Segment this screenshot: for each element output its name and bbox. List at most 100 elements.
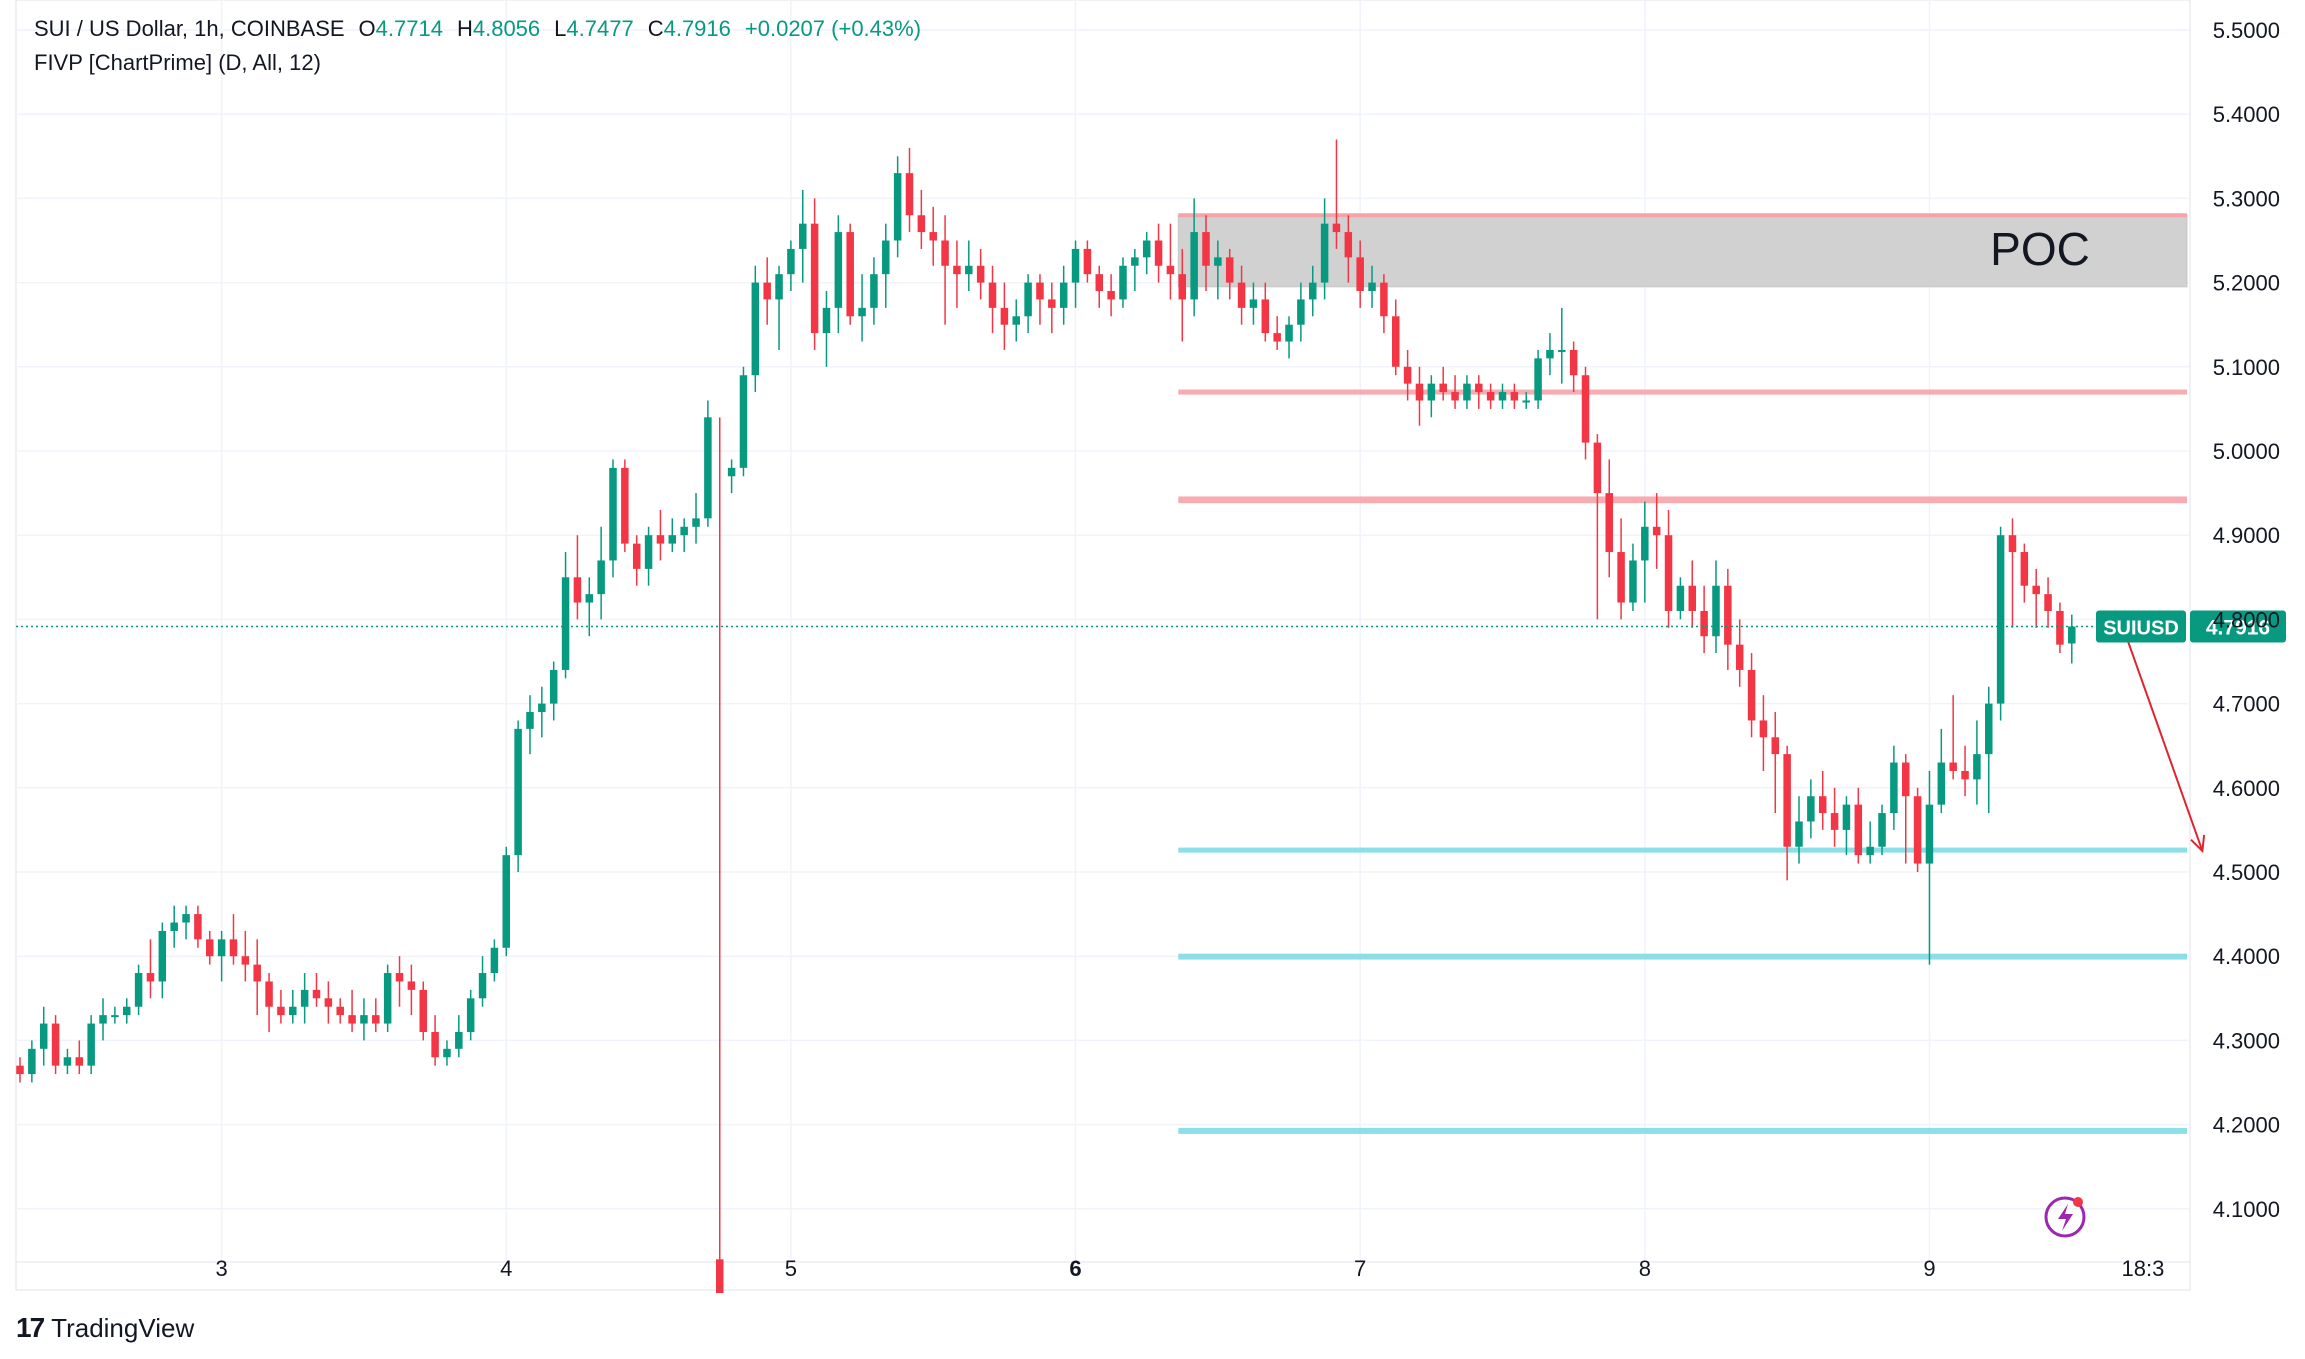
candle-body (63, 1057, 72, 1066)
candle-body (265, 981, 273, 1007)
candle (1641, 501, 1649, 603)
candle-body (158, 930, 167, 982)
candle (1890, 745, 1898, 830)
candle-body (905, 173, 914, 216)
candle-body (526, 712, 534, 729)
candle-body (383, 973, 392, 1024)
price-tick-label: 4.7000 (2213, 692, 2280, 717)
candle (490, 939, 499, 982)
candle-body (1463, 383, 1471, 401)
candle-body (39, 1023, 48, 1049)
candle (1783, 745, 1791, 881)
indicator-row[interactable]: FIVP [ChartPrime] (D, All, 12) (34, 46, 921, 80)
open-label: O (358, 16, 376, 41)
candle-body (1747, 669, 1756, 721)
symbol-ohlc-row[interactable]: SUI / US Dollar, 1h, COINBASE O4.7714 H4.8… (34, 12, 921, 46)
candle-body (1273, 333, 1281, 342)
candle (1036, 274, 1044, 325)
price-tick-label: 4.4000 (2213, 944, 2280, 969)
candle-body (1724, 585, 1732, 645)
candle (1937, 728, 1946, 814)
candle-body (1285, 324, 1293, 342)
price-axis[interactable]: 5.5000 5.4000 5.3000 5.2000 5.1000 5.0000 4.90… (2213, 18, 2280, 1222)
candle-body (1261, 299, 1270, 334)
candle (1759, 695, 1768, 771)
indicator-title[interactable]: FIVP [ChartPrime] (D, All, 12) (34, 50, 321, 75)
candle-body (1178, 274, 1187, 300)
candle (383, 964, 392, 1032)
candle (787, 240, 795, 292)
candle-body (1937, 762, 1946, 805)
candle-body (1356, 257, 1364, 292)
candle (2020, 543, 2029, 603)
candle-body (680, 526, 688, 536)
candle-body (1297, 299, 1305, 325)
symbol-price-tag[interactable]: SUIUSD 4.7916 (2096, 610, 2286, 643)
candle-body (1985, 703, 1993, 755)
candle-body (787, 248, 795, 275)
candle-body (75, 1057, 84, 1066)
candle (2008, 518, 2017, 628)
candle-body (1901, 762, 1910, 797)
candle-body (300, 989, 309, 1007)
candle (621, 459, 629, 553)
candle-body (2044, 594, 2052, 611)
candle (763, 257, 771, 325)
candle-body (988, 282, 997, 308)
candle-body (1332, 223, 1341, 233)
candle-body (1759, 720, 1768, 738)
candle-body (1403, 366, 1412, 384)
candle-body (289, 1006, 297, 1016)
candle-body (1142, 240, 1151, 258)
candle (1510, 383, 1519, 409)
candle (39, 1006, 48, 1066)
candle-body (312, 989, 321, 999)
candle-body (1024, 282, 1032, 317)
candle-body (1083, 248, 1092, 275)
candle (775, 265, 783, 350)
candle (324, 981, 333, 1024)
candle-body (502, 855, 511, 948)
candle-body (1166, 265, 1175, 275)
lightning-icon[interactable] (2044, 1196, 2086, 1238)
candle-body (538, 703, 546, 713)
candle-body (1486, 392, 1495, 401)
candle (1830, 787, 1839, 847)
candle (668, 518, 677, 553)
candle-body (241, 956, 250, 965)
candle (1178, 248, 1187, 342)
low-value: 4.7477 (566, 16, 634, 41)
candle (1842, 796, 1851, 856)
projection-arrow-head (2190, 834, 2206, 854)
time-axis[interactable]: 3 4 5 6 7 8 9 18:3 (215, 1256, 2164, 1281)
price-tick-label: 4.9000 (2213, 523, 2280, 548)
candle (372, 998, 380, 1032)
time-tick-label: 18:3 (2122, 1256, 2165, 1281)
candle (1285, 316, 1293, 359)
candle (111, 1006, 119, 1024)
candle (526, 695, 534, 755)
candle (1486, 383, 1495, 409)
candle (1308, 265, 1317, 317)
candle (158, 922, 167, 999)
candle-body (395, 973, 404, 982)
candle (609, 459, 617, 578)
candle-body (1878, 813, 1886, 847)
candle-body (1320, 223, 1329, 283)
candle-body (1795, 821, 1803, 847)
candle-body (1735, 644, 1744, 670)
candle (1000, 282, 1009, 350)
support-level (1178, 847, 2187, 853)
symbol-title[interactable]: SUI / US Dollar, 1h, COINBASE (34, 16, 345, 41)
candle-body (917, 215, 926, 233)
candle-body (1415, 383, 1424, 401)
candle-body (1676, 585, 1685, 611)
candle (1973, 720, 1981, 805)
candle (443, 1040, 451, 1066)
tradingview-branding[interactable]: 17 TradingView (16, 1312, 194, 1344)
candle-body (1712, 585, 1720, 637)
candle (834, 215, 843, 334)
candle-body (1059, 282, 1068, 308)
candle (2056, 602, 2064, 654)
